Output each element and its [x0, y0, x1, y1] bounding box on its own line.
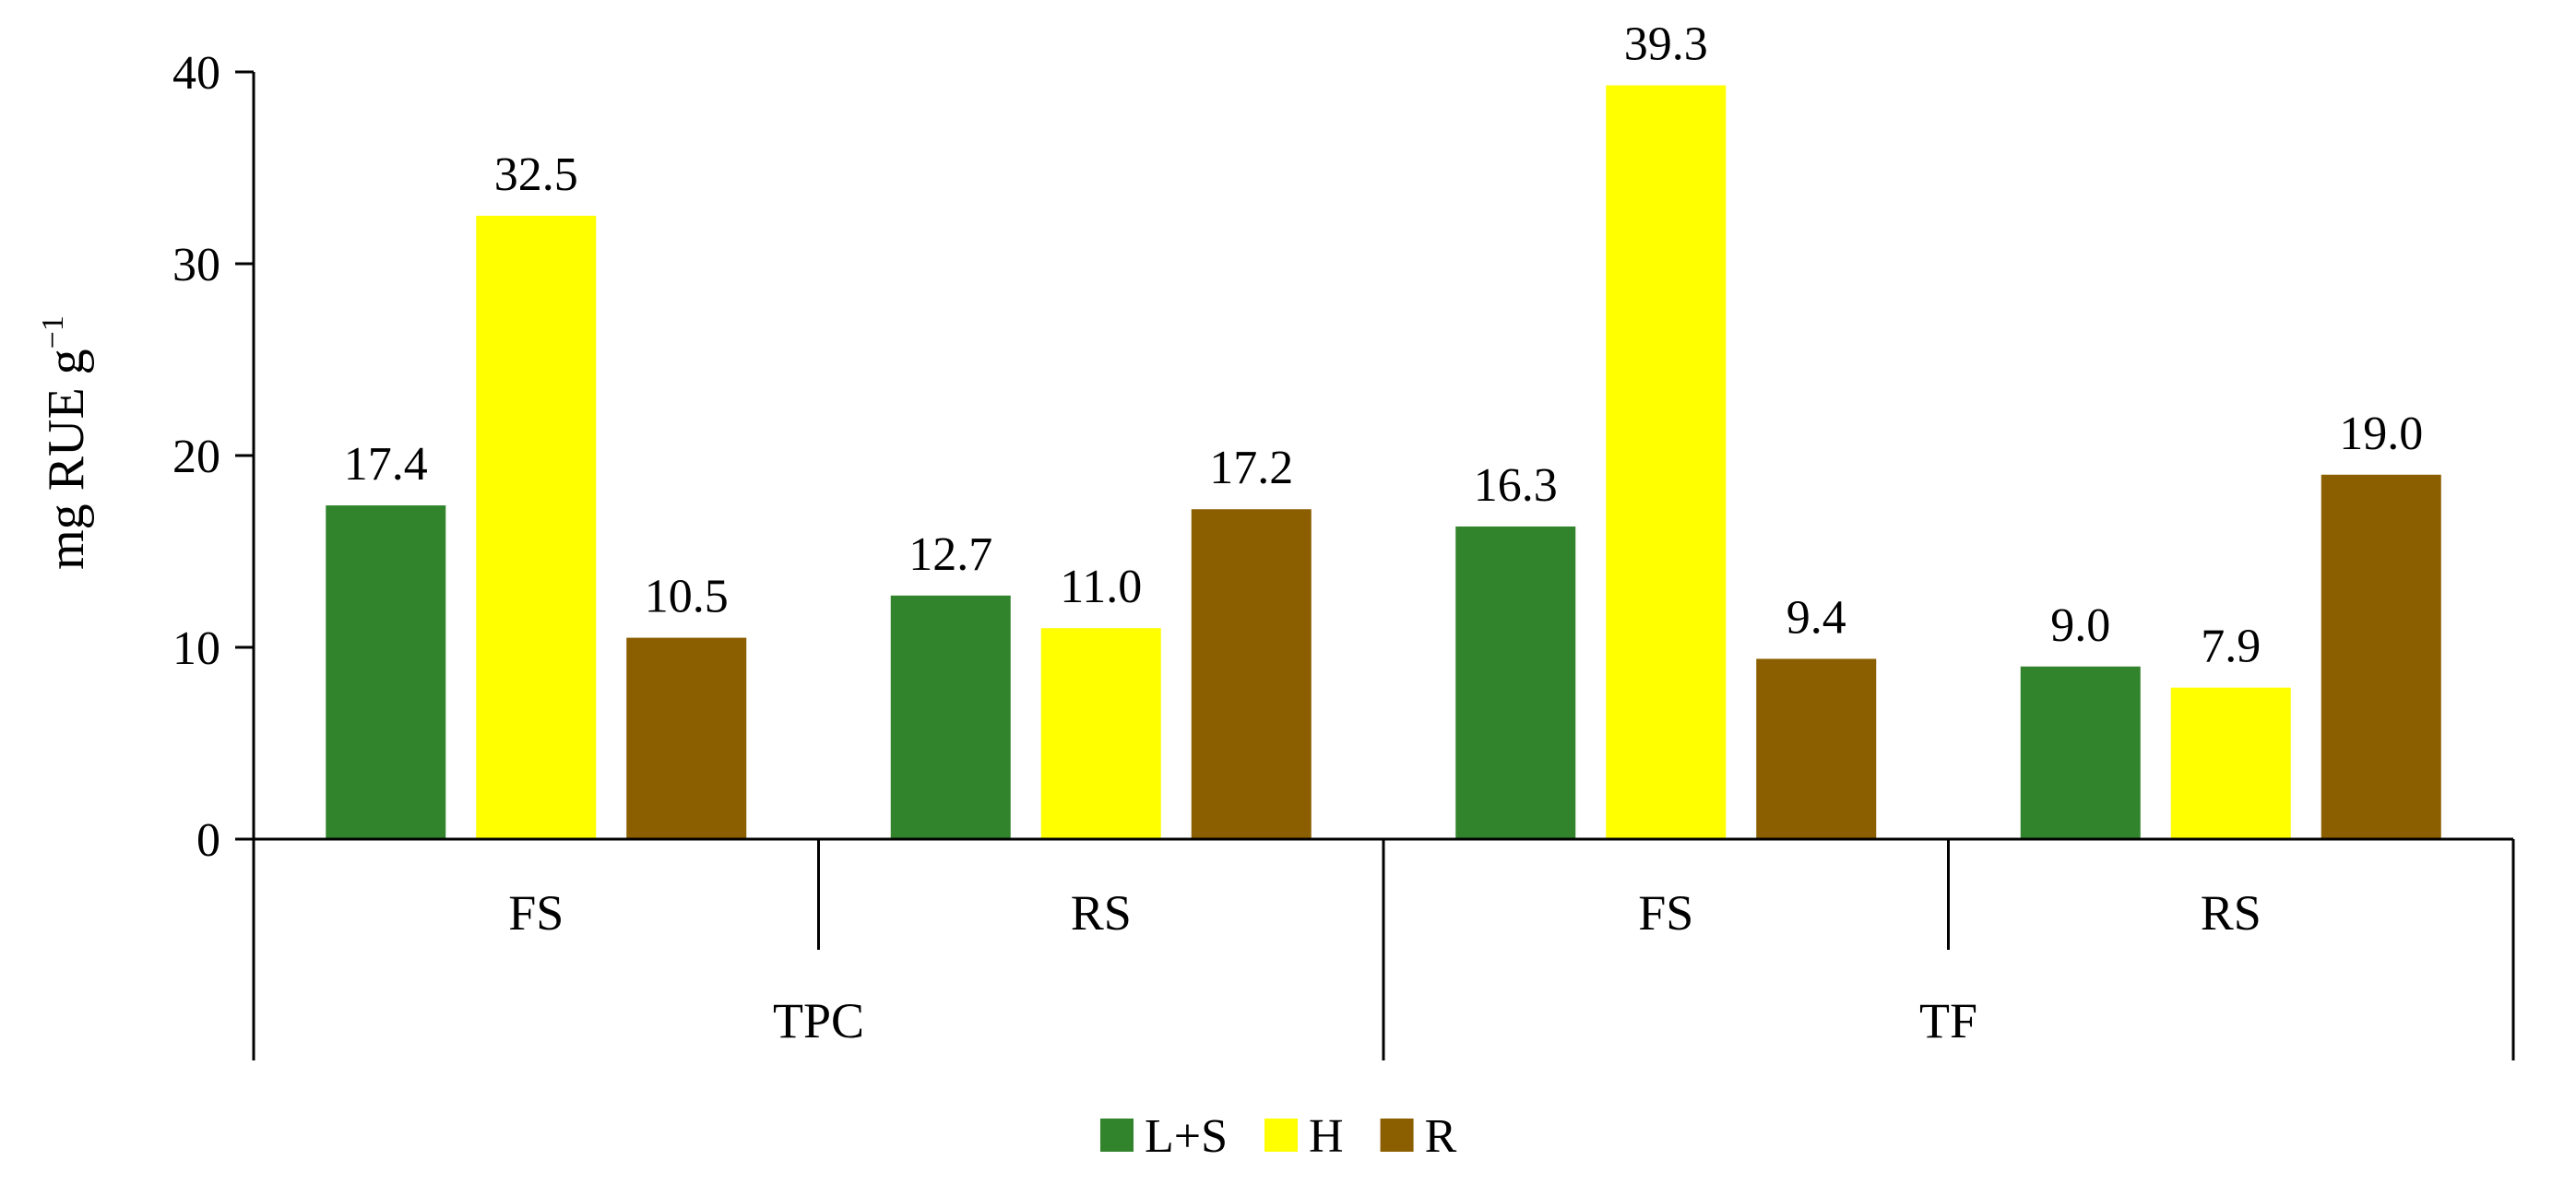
- subgroup-label-fs-2: FS: [1638, 885, 1693, 941]
- legend-label-h: H: [1309, 1110, 1344, 1163]
- y-tick-labels-layer: 0 10 20 30 40: [172, 47, 220, 867]
- data-label-ls-1: 17.4: [344, 438, 428, 491]
- data-label-r-1: 10.5: [645, 571, 729, 623]
- y-axis-label-superscript: −1: [36, 315, 70, 349]
- y-axis-label-text: mg RUE g: [38, 349, 95, 570]
- data-labels-layer: 17.4 32.5 10.5 12.7 11.0 17.2 16.3 39.3 9.4 9.0 7.…: [344, 18, 2424, 673]
- bar-h-3: [1606, 85, 1727, 839]
- group-label-tf: TF: [1919, 993, 1977, 1048]
- bar-h-4: [2170, 687, 2291, 839]
- data-label-h-3: 39.3: [1624, 18, 1708, 71]
- y-tick-label-20: 20: [172, 431, 220, 483]
- bar-ls-2: [890, 595, 1011, 839]
- bars-layer: [326, 85, 2441, 839]
- bar-h-1: [476, 216, 597, 839]
- legend-swatch-ls: [1100, 1119, 1134, 1152]
- legend-swatch-r: [1380, 1119, 1414, 1152]
- subgroup-label-fs-1: FS: [508, 885, 564, 941]
- data-label-h-4: 7.9: [2201, 621, 2261, 673]
- data-label-h-2: 11.0: [1060, 561, 1142, 613]
- bar-ls-1: [326, 505, 446, 839]
- legend-label-r: R: [1425, 1110, 1457, 1163]
- y-tick-label-0: 0: [196, 814, 220, 867]
- legend-swatch-h: [1264, 1119, 1299, 1152]
- bar-ls-3: [1455, 526, 1576, 839]
- data-label-r-4: 19.0: [2339, 408, 2423, 460]
- data-label-r-2: 17.2: [1209, 442, 1293, 494]
- y-axis-label: mg RUE g−1: [36, 315, 95, 570]
- y-tick-label-40: 40: [172, 47, 220, 100]
- y-tick-label-10: 10: [172, 622, 220, 675]
- bar-r-3: [1756, 658, 1877, 839]
- subgroup-label-rs-2: RS: [2201, 885, 2261, 941]
- data-label-ls-4: 9.0: [2050, 599, 2110, 652]
- data-label-ls-2: 12.7: [908, 528, 992, 581]
- bar-r-1: [626, 637, 747, 839]
- data-label-h-1: 32.5: [494, 148, 578, 201]
- legend-label-ls: L+S: [1145, 1110, 1228, 1163]
- bar-h-2: [1040, 628, 1161, 839]
- bar-ls-4: [2020, 666, 2141, 839]
- category-labels-layer: FS RS TPC FS RS TF: [508, 885, 2261, 1048]
- subgroup-label-rs-1: RS: [1071, 885, 1132, 941]
- bar-r-4: [2321, 474, 2441, 839]
- data-label-r-3: 9.4: [1787, 591, 1846, 644]
- bar-r-2: [1191, 509, 1312, 839]
- y-tick-label-30: 30: [172, 239, 220, 291]
- axes-layer: [235, 70, 2515, 1060]
- legend: L+S H R: [1100, 1110, 1457, 1163]
- group-label-tpc: TPC: [773, 993, 864, 1048]
- data-label-ls-3: 16.3: [1474, 459, 1558, 512]
